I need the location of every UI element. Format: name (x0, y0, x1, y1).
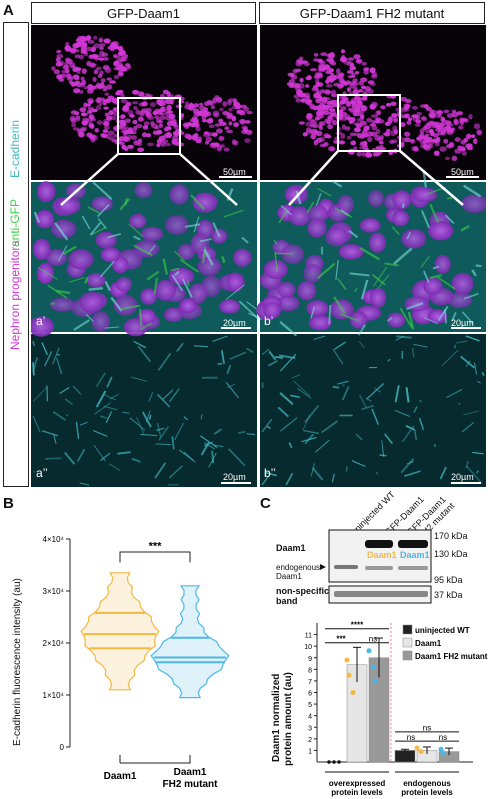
bar-ytick-label: 4 (308, 714, 312, 721)
side-label-nephron: Nephron progenitors (8, 240, 22, 350)
legend-swatch (402, 650, 413, 661)
bar-ytick-label: 10 (304, 644, 312, 651)
legend-swatch (402, 624, 413, 635)
col-header-fh2: GFP-Daam1 FH2 mutant (259, 2, 485, 24)
data-dot (366, 648, 372, 654)
blot-row-label-daam1: Daam1 (276, 543, 306, 553)
data-dot (418, 749, 424, 755)
panel-b-ylabel: E-cadherin fluorescence intensity (au) (12, 578, 23, 746)
marker-37: 37 kDa (434, 590, 463, 600)
sublabel-a-dprime: a’’ (36, 466, 48, 480)
scale-label-top-left: 50µm (223, 167, 246, 177)
data-dot (346, 672, 352, 678)
bar-ylabel-1: Daam1 normalized (271, 673, 282, 762)
violin-ytick-label: 0 (60, 743, 65, 752)
stat-endo-top: ns (423, 724, 431, 733)
bar-group-label-2: protein levels (401, 788, 453, 797)
blot-band-label-fh2: Daam1 (400, 550, 430, 560)
bar-ytick-label: 6 (308, 691, 312, 698)
panel-a-side-label-box (3, 22, 29, 487)
scale-label-top-right: 50µm (451, 167, 474, 177)
violin-cat-label-1b: FH2 mutant (163, 779, 219, 790)
ecad-left-mesh (32, 335, 256, 486)
micrograph-grid (31, 25, 486, 487)
blot-band-label-daam1: Daam1 (367, 550, 397, 560)
marker-130: 130 kDa (434, 549, 468, 559)
violin-body (80, 572, 160, 691)
panel-c-letter: C (260, 495, 271, 512)
sublabel-a-prime: a’ (36, 314, 46, 328)
panel-a-letter: A (3, 2, 14, 19)
bar-ytick-label: 7 (308, 679, 312, 686)
overview-left-nuclei (51, 35, 253, 153)
bar-group-label-2: protein levels (331, 788, 383, 797)
data-dot (370, 664, 376, 670)
violin-0 (80, 572, 160, 691)
col-header-daam1: GFP-Daam1 (31, 2, 256, 24)
data-dot (372, 678, 378, 684)
marker-170: 170 kDa (434, 531, 468, 541)
bar-ytick-label: 3 (308, 725, 312, 732)
blot-nonspecific-1: non-specific (276, 586, 330, 596)
panel-b-letter: B (3, 495, 14, 512)
stat-top: **** (351, 621, 364, 630)
bar-ytick-label: 9 (308, 656, 312, 663)
violin-ytick-label: 4×10⁴ (43, 535, 65, 544)
stat-right: ns (369, 635, 377, 644)
violin-cat-label-0: Daam1 (104, 771, 137, 782)
bar-ytick-label: 1 (308, 748, 312, 755)
legend-swatch (402, 637, 413, 648)
stat-endo-left: ns (407, 733, 415, 742)
bar-ytick-label: 8 (308, 667, 312, 674)
violin-body (150, 585, 230, 699)
bar-group-label-1: endogenous (403, 779, 451, 788)
legend-label: uninjected WT (415, 626, 470, 635)
scale-label-mid-right: 20µm (451, 318, 474, 328)
violin-ytick-label: 1×10⁴ (43, 691, 65, 700)
bar-ylabel-2: protein amount (au) (283, 672, 294, 766)
data-dot (350, 690, 356, 695)
data-dot (440, 750, 446, 756)
blot-nonspecific-2: band (276, 596, 298, 606)
ecad-right-mesh (261, 335, 485, 486)
bar-ytick-label: 5 (308, 702, 312, 709)
side-label-ecadherin: E-cadherin (8, 119, 22, 178)
scale-label-bot-left: 20µm (223, 472, 246, 482)
bar-group-label-1: overexpressed (329, 779, 386, 788)
bar (394, 750, 416, 763)
blot-endogenous-1: endogenous (276, 563, 321, 572)
sublabel-b-prime: b’ (264, 314, 274, 328)
violin-ytick-label: 3×10⁴ (43, 587, 65, 596)
sublabel-b-dprime: b’’ (264, 466, 276, 480)
inset-box-left (117, 97, 181, 155)
zoom-left-cells (31, 181, 265, 337)
marker-95: 95 kDa (434, 575, 463, 585)
inset-box-right (337, 94, 401, 152)
side-label-antigfp: anti-GFP (8, 198, 22, 247)
data-dot (414, 745, 420, 751)
stat-endo-right: ns (439, 733, 447, 742)
violin-significance: *** (149, 540, 163, 552)
scale-label-mid-left: 20µm (223, 318, 246, 328)
violin-ytick-label: 2×10⁴ (43, 639, 65, 648)
western-blot (320, 529, 432, 604)
scale-label-bot-right: 20µm (451, 472, 474, 482)
data-dot (344, 657, 350, 663)
blot-endogenous-2: Daam1 (276, 572, 302, 581)
zoom-right-cells (256, 170, 486, 337)
legend-label: Daam1 FH2 mutant (415, 652, 488, 661)
violin-cat-label-1a: Daam1 (174, 767, 207, 778)
overview-right-nuclei (286, 49, 482, 161)
legend-label: Daam1 (415, 639, 442, 648)
bar-ytick-label: 2 (308, 737, 312, 744)
stat-left: *** (336, 635, 346, 644)
bar-ytick-label: 11 (305, 633, 312, 640)
violin-1 (150, 585, 230, 699)
